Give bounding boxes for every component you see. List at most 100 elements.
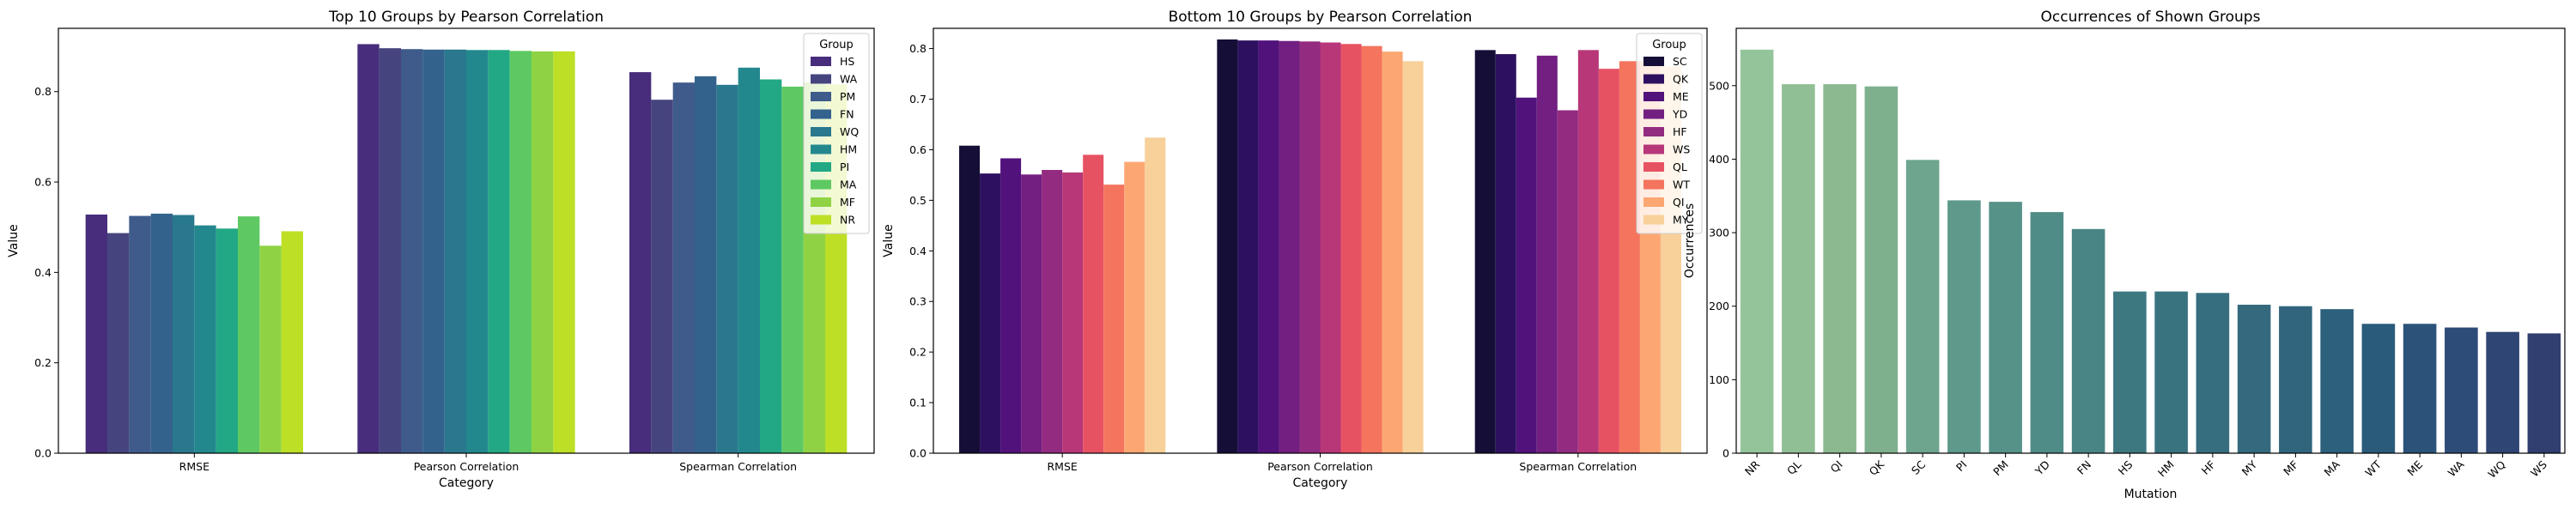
bar-YD-spearman-correlation: [1536, 55, 1558, 454]
bar-QI-pearson-correlation: [1382, 52, 1403, 453]
bar-WA-pearson-correlation: [379, 48, 401, 453]
y-axis-label: Occurrences: [1683, 203, 1697, 278]
y-tick-label: 0.2: [909, 346, 927, 359]
legend-label-HF: HF: [1673, 125, 1687, 138]
x-tick-label: QL: [1784, 457, 1804, 477]
legend-label-MY: MY: [1673, 214, 1689, 227]
chart-title: Occurrences of Shown Groups: [2041, 9, 2261, 26]
bar-WA-spearman-correlation: [651, 100, 673, 454]
legend: Group HS WA PM FN WQ HM PI MA MF NR: [803, 33, 870, 234]
bar-HS-spearman-correlation: [629, 72, 652, 454]
bar-HF-rmse: [1042, 170, 1063, 453]
legend: Group SC QK ME YD HF WS QL WT QI MY: [1636, 33, 1703, 234]
y-tick-label: 100: [1709, 373, 1729, 386]
y-tick-label: 400: [1709, 153, 1729, 166]
x-axis-label: Mutation: [2124, 488, 2178, 501]
bar-SC-pearson-correlation: [1217, 39, 1238, 453]
bar-ME-pearson-correlation: [1258, 40, 1279, 454]
legend-label-WQ: WQ: [840, 125, 859, 138]
bar-QI-rmse: [1124, 161, 1145, 454]
bar-ME-rmse: [1000, 158, 1022, 454]
bar-PM-pearson-correlation: [401, 49, 423, 454]
bar-QL-spearman-correlation: [1598, 69, 1619, 454]
x-tick-label: MF: [2281, 458, 2300, 478]
legend-swatch-MA: [811, 179, 831, 190]
legend-label-HM: HM: [840, 143, 857, 156]
legend-label-QK: QK: [1673, 73, 1689, 86]
legend-swatch-WS: [1643, 144, 1664, 154]
bar-PI-spearman-correlation: [760, 79, 782, 454]
legend-swatch-MF: [811, 197, 831, 207]
chart-panel-2: Bottom 10 Groups by Pearson Correlation 0…: [882, 9, 1708, 490]
bar-PI: [1947, 200, 1981, 453]
x-tick-label: YD: [2032, 458, 2052, 479]
bar-YD-pearson-correlation: [1279, 40, 1300, 453]
bar-FN-pearson-correlation: [422, 49, 445, 453]
legend-label-ME: ME: [1673, 90, 1689, 103]
y-axis-label: Value: [7, 224, 21, 257]
bar-WQ-spearman-correlation: [716, 84, 738, 454]
bar-QL-pearson-correlation: [1340, 44, 1362, 454]
y-tick-label: 200: [1709, 300, 1729, 312]
legend-swatch-HM: [811, 144, 831, 154]
legend-swatch-ME: [1643, 92, 1664, 101]
x-tick-label: Pearson Correlation: [414, 460, 519, 473]
bar-WT-rmse: [1103, 185, 1125, 453]
bar-SC: [1905, 160, 1940, 454]
legend-title: Group: [1652, 39, 1686, 52]
legend-swatch-MY: [1643, 215, 1664, 225]
y-tick-label: 0.8: [909, 42, 927, 55]
bar-WQ-rmse: [173, 215, 195, 453]
bar-QI: [1823, 84, 1856, 454]
bar-WT: [2361, 324, 2396, 453]
y-tick-label: 0.8: [34, 85, 52, 98]
bar-HS-rmse: [85, 214, 107, 453]
bar-QL: [1782, 84, 1815, 454]
x-axis-label: Category: [439, 476, 494, 490]
bar-NR-pearson-correlation: [553, 51, 575, 453]
x-tick-label: WA: [2445, 457, 2467, 479]
x-tick-label: Spearman Correlation: [1519, 460, 1637, 473]
x-tick-label: WS: [2528, 457, 2549, 479]
y-tick-label: 0.7: [909, 93, 927, 106]
legend-swatch-QK: [1643, 74, 1664, 84]
y-tick-label: 0.4: [909, 245, 927, 258]
axes-frame: [933, 27, 1708, 454]
bar-SC-rmse: [959, 145, 981, 453]
legend-label-YD: YD: [1672, 108, 1687, 121]
legend-label-PM: PM: [840, 90, 855, 103]
bar-HF-spearman-correlation: [1557, 110, 1578, 453]
bar-MA-spearman-correlation: [781, 86, 804, 454]
bar-WQ: [2486, 331, 2519, 453]
y-tick-label: 0.1: [909, 397, 927, 409]
bar-QK-rmse: [980, 173, 1001, 453]
legend-swatch-WA: [811, 74, 831, 84]
x-tick-label: QK: [1867, 457, 1887, 478]
y-tick-label: 0.3: [909, 295, 927, 308]
bar-MY-rmse: [1145, 137, 1166, 454]
bar-MF-pearson-correlation: [532, 51, 554, 453]
bar-WS: [2527, 333, 2561, 453]
legend-label-QL: QL: [1673, 161, 1687, 173]
bar-WT-pearson-correlation: [1361, 45, 1382, 453]
bar-MA: [2320, 309, 2354, 453]
bar-HS: [2113, 291, 2147, 453]
x-tick-label: FN: [2075, 458, 2093, 477]
x-tick-label: RMSE: [1048, 460, 1078, 473]
x-tick-label: Spearman Correlation: [679, 460, 797, 473]
bar-PM-rmse: [129, 215, 151, 453]
bar-HS-pearson-correlation: [357, 44, 380, 454]
bar-HF-pearson-correlation: [1299, 41, 1321, 453]
x-tick-label: ME: [2404, 457, 2425, 478]
y-tick-label: 0.6: [34, 176, 52, 189]
legend-swatch-SC: [1643, 57, 1664, 66]
x-tick-label: SC: [1909, 457, 1929, 477]
legend-label-PI: PI: [840, 161, 849, 173]
legend-label-WT: WT: [1673, 179, 1690, 191]
y-tick-label: 0.0: [909, 447, 927, 460]
bar-PM-spearman-correlation: [672, 82, 695, 453]
bar-YD-rmse: [1021, 174, 1042, 453]
axes-frame: [58, 27, 875, 454]
bar-HF: [2196, 293, 2230, 453]
